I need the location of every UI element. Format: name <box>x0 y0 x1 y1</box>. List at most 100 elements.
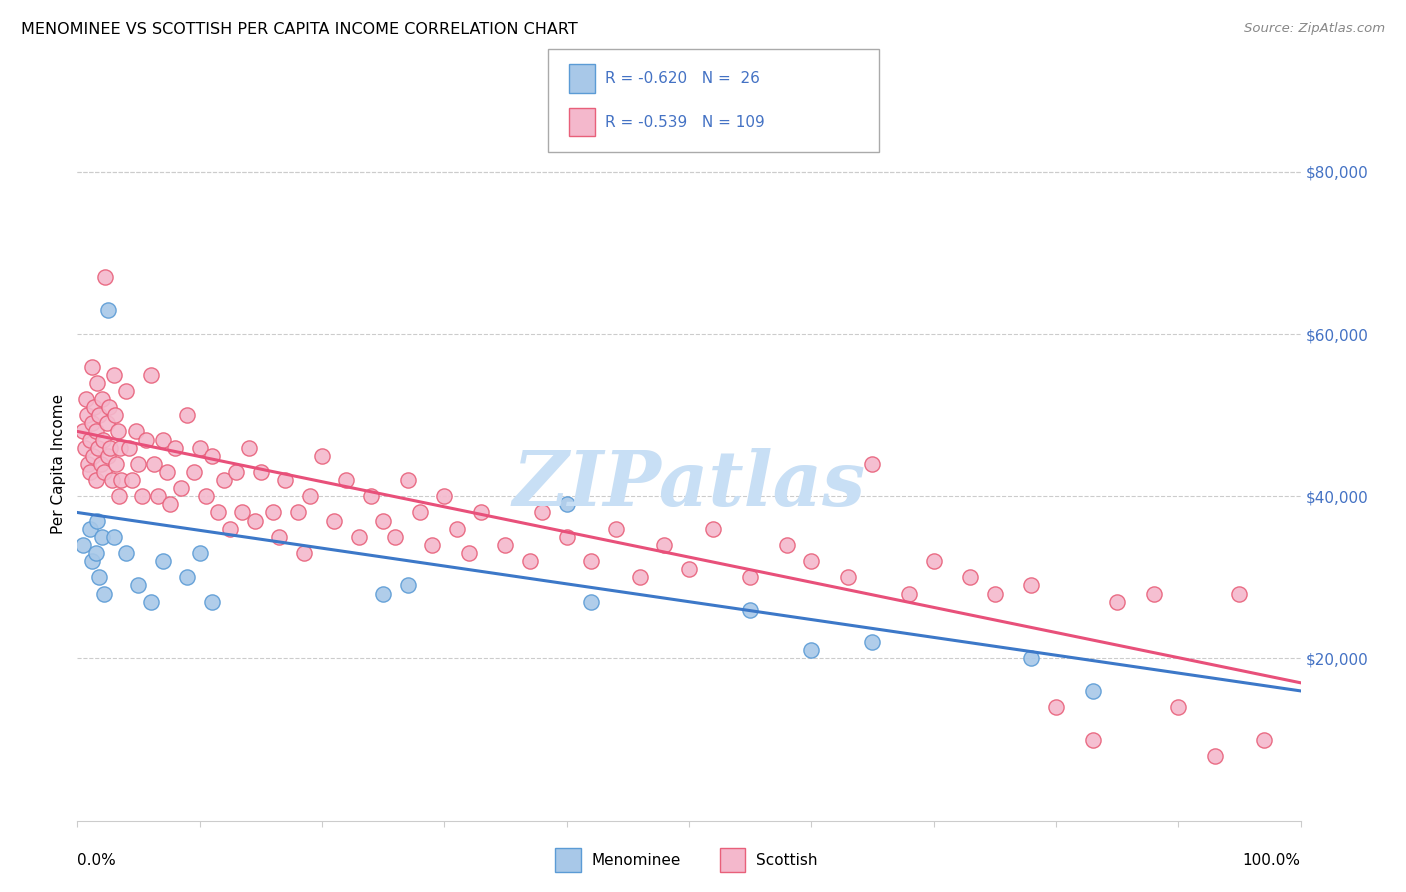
Point <box>1045 700 1067 714</box>
Point <box>72 425 94 439</box>
Point <box>84 473 107 487</box>
Point <box>188 546 211 560</box>
Point <box>98 441 121 455</box>
Point <box>740 570 762 584</box>
Point <box>959 570 981 584</box>
Point <box>531 506 554 520</box>
Point <box>94 270 117 285</box>
Point <box>1081 684 1104 698</box>
Point <box>396 578 419 592</box>
Point <box>176 408 198 422</box>
Point <box>90 457 112 471</box>
Point <box>103 368 125 382</box>
Point <box>103 530 125 544</box>
Point <box>862 457 884 471</box>
Point <box>269 530 291 544</box>
Point <box>91 433 114 447</box>
Point <box>409 506 432 520</box>
Point <box>80 417 103 431</box>
Point <box>776 538 799 552</box>
Point <box>79 433 101 447</box>
Point <box>702 522 724 536</box>
Point <box>800 643 823 657</box>
Point <box>1253 732 1275 747</box>
Point <box>128 457 150 471</box>
Point <box>740 603 762 617</box>
Point <box>225 465 247 479</box>
Point <box>84 546 107 560</box>
Point <box>76 408 98 422</box>
Point <box>292 546 315 560</box>
Point <box>110 473 132 487</box>
Point <box>86 514 108 528</box>
Point <box>90 530 112 544</box>
Point <box>146 489 169 503</box>
Point <box>84 425 107 439</box>
Point <box>396 473 419 487</box>
Point <box>984 586 1007 600</box>
Point <box>243 514 266 528</box>
Point <box>139 368 162 382</box>
Point <box>73 441 96 455</box>
Point <box>82 449 104 463</box>
Text: Menominee: Menominee <box>592 853 682 868</box>
Point <box>89 408 111 422</box>
Point <box>371 586 394 600</box>
Point <box>83 400 105 414</box>
Point <box>128 578 150 592</box>
Point <box>75 392 97 406</box>
Point <box>176 570 198 584</box>
Point <box>446 522 468 536</box>
Point <box>628 570 651 584</box>
Point <box>131 489 153 503</box>
Point <box>1081 732 1104 747</box>
Point <box>862 635 884 649</box>
Point <box>335 473 357 487</box>
Point <box>159 497 181 511</box>
Point <box>262 506 284 520</box>
Point <box>371 514 394 528</box>
Point <box>170 481 193 495</box>
Point <box>108 489 131 503</box>
Point <box>678 562 700 576</box>
Point <box>201 449 224 463</box>
Point <box>79 522 101 536</box>
Point <box>1229 586 1251 600</box>
Point <box>165 441 187 455</box>
Point <box>152 433 174 447</box>
Point <box>1021 651 1043 665</box>
Point <box>837 570 859 584</box>
Point <box>207 506 229 520</box>
Point <box>384 530 406 544</box>
Point <box>579 595 602 609</box>
Point <box>579 554 602 568</box>
Point <box>90 392 112 406</box>
Point <box>87 441 110 455</box>
Point <box>194 489 217 503</box>
Point <box>519 554 541 568</box>
Point <box>311 449 333 463</box>
Point <box>183 465 205 479</box>
Point <box>420 538 443 552</box>
Text: Source: ZipAtlas.com: Source: ZipAtlas.com <box>1244 22 1385 36</box>
Point <box>79 465 101 479</box>
Point <box>1167 700 1189 714</box>
Point <box>72 538 94 552</box>
Text: R = -0.539   N = 109: R = -0.539 N = 109 <box>605 115 765 129</box>
Point <box>80 554 103 568</box>
Point <box>298 489 321 503</box>
Point <box>115 384 138 398</box>
Point <box>654 538 676 552</box>
Y-axis label: Per Capita Income: Per Capita Income <box>51 393 66 534</box>
Point <box>605 522 627 536</box>
Text: 0.0%: 0.0% <box>77 853 117 868</box>
Point <box>139 595 162 609</box>
Point <box>118 441 141 455</box>
Point <box>97 449 120 463</box>
Point <box>98 400 121 414</box>
Point <box>212 473 235 487</box>
Point <box>143 457 166 471</box>
Point <box>219 522 242 536</box>
Text: 100.0%: 100.0% <box>1243 853 1301 868</box>
Point <box>555 497 578 511</box>
